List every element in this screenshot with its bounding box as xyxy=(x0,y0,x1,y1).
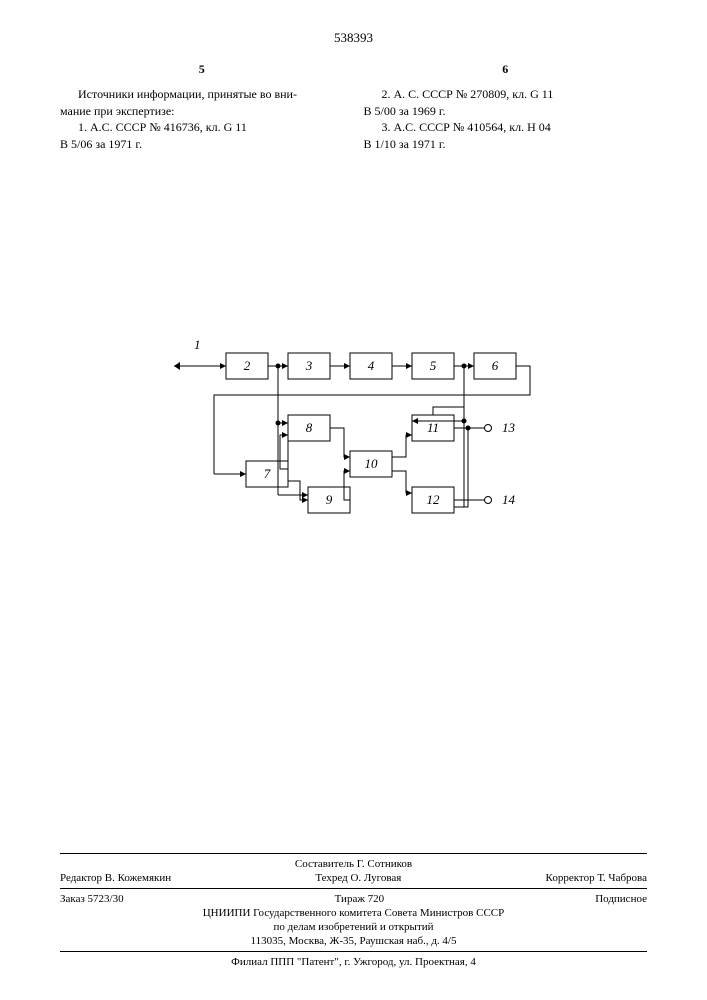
svg-text:2: 2 xyxy=(243,358,250,373)
col6-line4: В 1/10 за 1971 г. xyxy=(364,136,648,153)
page: 538393 5 Источники информации, принятые … xyxy=(0,0,707,1000)
column-5: 5 Источники информации, принятые во вни-… xyxy=(60,61,344,153)
print-info-row: Заказ 5723/30 Тираж 720 Подписное xyxy=(60,893,647,905)
patent-number: 538393 xyxy=(60,30,647,46)
diagram-svg: 1234568117109121314 xyxy=(154,333,554,543)
col5-line1: Источники информации, принятые во вни- xyxy=(60,86,344,103)
tehred: Техред О. Луговая xyxy=(315,872,401,884)
svg-text:11: 11 xyxy=(426,420,438,435)
org2: по делам изобретений и открытий xyxy=(60,921,647,933)
addr2: Филиал ППП "Патент", г. Ужгород, ул. Про… xyxy=(60,956,647,968)
col6-line1: 2. А. С. СССР № 270809, кл. G 11 xyxy=(364,86,648,103)
footer-rule-2 xyxy=(60,888,647,889)
corrector: Корректор Т. Чаброва xyxy=(546,872,647,884)
svg-text:9: 9 xyxy=(325,492,332,507)
tirage: Тираж 720 xyxy=(335,893,385,905)
svg-text:10: 10 xyxy=(364,456,378,471)
svg-text:7: 7 xyxy=(263,466,270,481)
col5-line2: мание при экспертизе: xyxy=(60,103,344,120)
svg-text:8: 8 xyxy=(305,420,312,435)
footer: Составитель Г. Сотников Редактор В. Коже… xyxy=(60,849,647,970)
col-num-5: 5 xyxy=(60,61,344,78)
credits-row: Редактор В. Кожемякин Техред О. Луговая … xyxy=(60,872,647,884)
svg-text:3: 3 xyxy=(304,358,312,373)
footer-rule-1 xyxy=(60,853,647,854)
order: Заказ 5723/30 xyxy=(60,893,124,905)
text-columns: 5 Источники информации, принятые во вни-… xyxy=(60,61,647,153)
addr1: 113035, Москва, Ж-35, Раушская наб., д. … xyxy=(60,935,647,947)
svg-text:12: 12 xyxy=(426,492,440,507)
org1: ЦНИИПИ Государственного комитета Совета … xyxy=(60,907,647,919)
col5-line3: 1. А.С. СССР № 416736, кл. G 11 xyxy=(60,119,344,136)
column-6: 6 2. А. С. СССР № 270809, кл. G 11 В 5/0… xyxy=(364,61,648,153)
subscription: Подписное xyxy=(595,893,647,905)
svg-text:5: 5 xyxy=(429,358,436,373)
svg-text:4: 4 xyxy=(367,358,374,373)
editor: Редактор В. Кожемякин xyxy=(60,872,171,884)
svg-text:14: 14 xyxy=(502,492,516,507)
col-num-6: 6 xyxy=(364,61,648,78)
composer-line: Составитель Г. Сотников xyxy=(60,858,647,870)
block-diagram: 1234568117109121314 xyxy=(60,333,647,543)
footer-rule-3 xyxy=(60,951,647,952)
col5-line4: В 5/06 за 1971 г. xyxy=(60,136,344,153)
col6-line2: В 5/00 за 1969 г. xyxy=(364,103,648,120)
col6-line3: 3. А.С. СССР № 410564, кл. Н 04 xyxy=(364,119,648,136)
svg-text:6: 6 xyxy=(491,358,498,373)
svg-text:1: 1 xyxy=(194,337,201,352)
svg-text:13: 13 xyxy=(502,420,516,435)
